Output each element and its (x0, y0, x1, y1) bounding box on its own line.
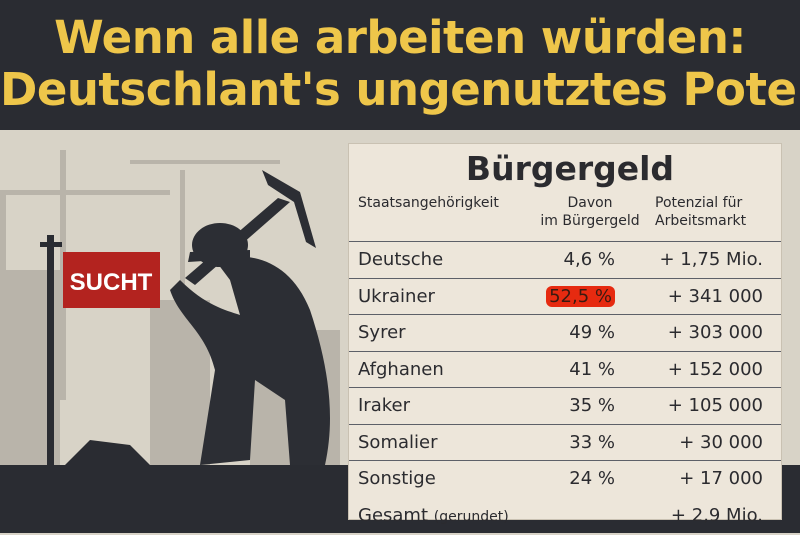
nationality-cell: Iraker (358, 395, 410, 416)
worker-silhouette-with-pickaxe (170, 170, 330, 465)
potential-cell: + 105 000 (667, 395, 763, 416)
potential-cell: + 341 000 (667, 285, 763, 307)
share-cell: 33 % (569, 425, 615, 461)
title-line-1: Wenn alle arbeiten würden: (54, 11, 746, 64)
share-cell: 35 % (569, 388, 615, 424)
table-row-total: Gesamt (gerundet) + 2,9 Mio. (349, 498, 781, 535)
table-row: Deutsche 4,6 % + 1,75 Mio. (349, 242, 781, 279)
potential-cell: + 1,75 Mio. (659, 249, 763, 270)
share-cell: 49 % (569, 315, 615, 351)
share-cell: 4,6 % (564, 242, 615, 278)
header-potential-line1: Potenzial für (655, 195, 743, 211)
nationality-cell: Sonstige (358, 468, 436, 489)
nationality-cell: Somalier (358, 431, 438, 453)
table-row: Ukrainer 52,5 % + 341 000 (349, 279, 781, 315)
share-value: 33 % (569, 431, 615, 453)
nationality-cell: Deutsche (358, 249, 444, 270)
table-row: Afghanen 41 % + 152 000 (349, 352, 781, 388)
share-value: 49 % (569, 322, 615, 343)
nationality-cell: Ukrainer (358, 285, 435, 307)
share-cell: 24 % (569, 461, 615, 497)
title-banner: Wenn alle arbeiten würden: Deutschlant's… (0, 0, 800, 130)
table-row: Iraker 35 % + 105 000 (349, 388, 781, 425)
table-title: Bürgergeld (465, 149, 675, 188)
buergergeld-table: Bürgergeld Staatsangehörigkeit Davon im B… (348, 143, 782, 526)
sign-bracket (40, 242, 62, 247)
header-nationality: Staatsangehörigkeit (358, 195, 499, 211)
sign-label: SUCHT (70, 269, 153, 296)
potential-cell: + 152 000 (667, 358, 763, 380)
share-value: 24 % (569, 468, 615, 489)
table-row: Somalier 33 % + 30 000 (349, 425, 781, 461)
rubble-pile (60, 440, 150, 470)
highlighted-share-value: 52,5 % (546, 285, 615, 307)
share-value: 41 % (569, 358, 615, 380)
header-share-line1: Davon (567, 195, 613, 211)
share-cell: 52,5 % (546, 279, 615, 315)
total-potential: + 2,9 Mio. (670, 504, 763, 526)
header-share-line2: im Bürgergeld (540, 213, 640, 229)
share-cell: 41 % (569, 352, 615, 388)
title-line-2: Deutschlant's ungenutztes Poten (0, 63, 800, 116)
total-label-note: (gerundet) (433, 508, 509, 525)
table-row: Sonstige 24 % + 17 000 (349, 461, 781, 498)
share-value: 4,6 % (563, 249, 615, 270)
potential-cell: + 17 000 (679, 468, 763, 489)
table-header: Staatsangehörigkeit Davon im Bürgergeld P… (349, 190, 781, 242)
sucht-sign (63, 252, 160, 308)
total-label-text: Gesamt (358, 504, 429, 526)
table-row: Syrer 49 % + 303 000 (349, 315, 781, 352)
nationality-cell: Afghanen (358, 358, 444, 380)
share-value: 35 % (569, 395, 615, 416)
sign-pole (47, 235, 54, 470)
header-potential: Potenzial für Arbeitsmarkt (655, 194, 746, 230)
header-share: Davon im Bürgergeld (535, 194, 645, 230)
nationality-cell: Syrer (358, 322, 406, 343)
construction-scene-illustration: SUCHT (0, 150, 800, 533)
potential-cell: + 303 000 (667, 322, 763, 343)
potential-cell: + 30 000 (679, 431, 763, 453)
total-label: Gesamt (gerundet) (358, 498, 509, 535)
header-potential-line2: Arbeitsmarkt (655, 213, 747, 229)
